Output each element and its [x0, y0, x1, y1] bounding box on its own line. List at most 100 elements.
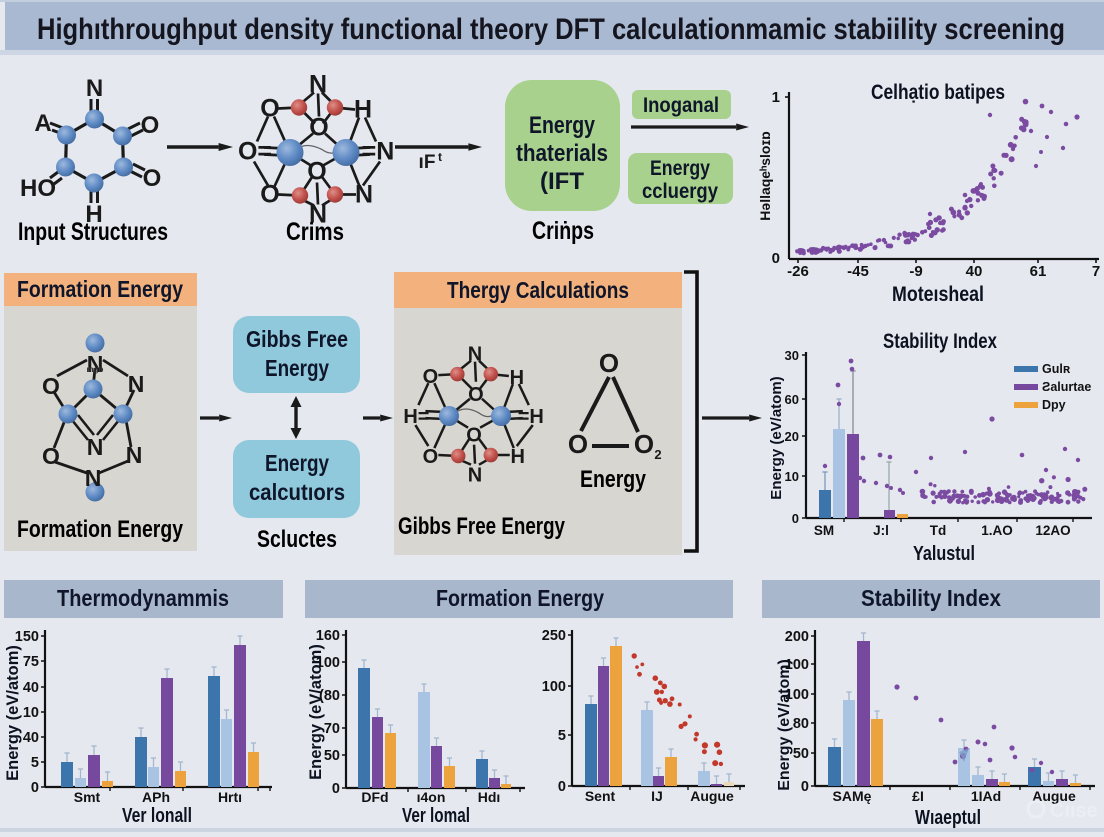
- svg-text:Energy: Energy: [265, 355, 329, 381]
- svg-text:61: 61: [1030, 263, 1047, 280]
- svg-text:Highıthroughput density functi: Highıthroughput density functional theor…: [37, 13, 1065, 46]
- svg-text:£I: £I: [912, 788, 924, 804]
- svg-text:Crims: Crims: [286, 218, 344, 246]
- svg-text:O: O: [423, 446, 439, 468]
- svg-text:Energy: Energy: [580, 466, 647, 493]
- svg-text:Energy: Energy: [529, 112, 596, 139]
- svg-text:Gibbs Free: Gibbs Free: [246, 326, 348, 352]
- svg-text:0: 0: [31, 780, 39, 796]
- svg-text:H: H: [510, 367, 524, 389]
- svg-text:thaterials: thaterials: [516, 140, 608, 167]
- svg-text:40: 40: [23, 680, 39, 696]
- svg-text:Energy (eV/atom): Energy (eV/atom): [776, 659, 793, 791]
- svg-text:=N: =N: [362, 138, 395, 166]
- svg-text:Criṅps: Criṅps: [532, 217, 594, 245]
- svg-text:O: O: [468, 384, 484, 406]
- svg-text:0: 0: [332, 781, 340, 797]
- svg-text:Augue: Augue: [690, 788, 734, 804]
- svg-text:Thermodynammis: Thermodynammis: [57, 585, 229, 611]
- svg-text:Formation Energy: Formation Energy: [17, 516, 184, 543]
- svg-text:Ver lonall: Ver lonall: [122, 805, 192, 827]
- svg-text:100: 100: [785, 657, 809, 673]
- svg-text:30: 30: [785, 348, 799, 363]
- svg-text:1IAd: 1IAd: [971, 788, 1001, 804]
- svg-text:O: O: [423, 366, 439, 388]
- svg-text:Dpy: Dpy: [1042, 398, 1066, 412]
- svg-text:O: O: [307, 158, 326, 186]
- svg-text:IJ: IJ: [651, 788, 663, 804]
- svg-text:75: 75: [23, 654, 39, 670]
- svg-text:O: O: [309, 114, 328, 142]
- svg-text:H=: H=: [403, 406, 429, 428]
- svg-text:O: O: [260, 181, 279, 209]
- svg-text:N: N: [468, 465, 482, 487]
- svg-text:O: O: [634, 429, 654, 459]
- svg-text:N: N: [309, 201, 327, 229]
- svg-text:H: H: [85, 201, 102, 228]
- svg-text:Həllaqeʰsloɪɒ: Həllaqeʰsloɪɒ: [757, 131, 773, 220]
- svg-text:O=: O=: [238, 138, 272, 166]
- svg-text:Td: Td: [930, 523, 947, 538]
- svg-text:ccluergy: ccluergy: [642, 180, 718, 203]
- svg-text:50: 50: [793, 746, 809, 762]
- svg-text:2: 2: [654, 447, 661, 462]
- svg-text:Yalustul: Yalustul: [913, 543, 975, 565]
- svg-text:50: 50: [324, 748, 340, 764]
- svg-text:(IFT: (IFT: [540, 168, 584, 195]
- svg-text:Gibbs Free Energy: Gibbs Free Energy: [398, 513, 566, 540]
- svg-text:N: N: [126, 442, 143, 468]
- svg-text:Inoganal: Inoganal: [643, 94, 719, 117]
- svg-text:N: N: [85, 465, 102, 491]
- svg-text:N: N: [87, 351, 104, 377]
- svg-text:J:l: J:l: [873, 523, 889, 538]
- svg-text:1: 1: [772, 89, 780, 106]
- svg-text:O: O: [568, 429, 588, 459]
- svg-text:200: 200: [785, 629, 809, 645]
- svg-text:N: N: [86, 75, 103, 102]
- svg-text:N: N: [355, 181, 373, 209]
- svg-text:Gulʀ: Gulʀ: [1042, 362, 1071, 376]
- svg-text:Energy (eV/atom): Energy (eV/atom): [768, 376, 785, 499]
- svg-text:0: 0: [772, 250, 780, 267]
- svg-text:DFd: DFd: [361, 789, 388, 805]
- svg-text:250: 250: [542, 628, 566, 644]
- svg-text:(80: (80: [319, 688, 340, 704]
- svg-text:O: O: [42, 373, 60, 399]
- svg-text:Stability Index: Stability Index: [861, 585, 1001, 611]
- svg-text:H: H: [511, 446, 525, 468]
- svg-text:Hdı: Hdı: [478, 789, 501, 805]
- svg-text:N: N: [468, 344, 482, 366]
- svg-text:N: N: [309, 71, 327, 99]
- svg-text:0: 0: [801, 779, 809, 795]
- svg-text:N: N: [128, 371, 145, 397]
- svg-text:O: O: [466, 425, 482, 447]
- svg-text:ı4on: ı4on: [417, 789, 446, 805]
- svg-text:mgb: mgb: [87, 365, 104, 374]
- svg-text:Formation Energy: Formation Energy: [17, 276, 183, 302]
- svg-text:Scluctes: Scluctes: [257, 526, 337, 553]
- svg-text:40: 40: [23, 730, 39, 746]
- svg-text:100: 100: [316, 655, 340, 671]
- svg-text:Energy (eV/atom): Energy (eV/atom): [4, 645, 22, 781]
- svg-text:10: 10: [785, 469, 799, 484]
- svg-text:7: 7: [1092, 263, 1100, 280]
- svg-text:10: 10: [23, 705, 39, 721]
- svg-text:HO: HO: [20, 175, 56, 202]
- svg-text:SM: SM: [814, 523, 834, 538]
- svg-text:Energy: Energy: [650, 157, 710, 180]
- svg-text:t: t: [438, 150, 442, 164]
- svg-text:Hrtı: Hrtı: [218, 789, 242, 805]
- svg-text:Formation Energy: Formation Energy: [436, 585, 604, 611]
- svg-text:O: O: [260, 95, 279, 123]
- svg-text:ıF: ıF: [419, 152, 436, 173]
- svg-text:A: A: [34, 110, 51, 137]
- svg-text:Thergy Calculations: Thergy Calculations: [447, 277, 629, 303]
- svg-text:80: 80: [793, 716, 809, 732]
- svg-text:-9: -9: [909, 263, 922, 280]
- svg-text:100: 100: [785, 687, 809, 703]
- svg-text:-45: -45: [847, 263, 869, 280]
- svg-text:Wıaeptul: Wıaeptul: [915, 807, 981, 829]
- svg-text:70: 70: [324, 721, 340, 737]
- svg-text:Sent: Sent: [585, 788, 616, 804]
- svg-text:160: 160: [316, 628, 340, 644]
